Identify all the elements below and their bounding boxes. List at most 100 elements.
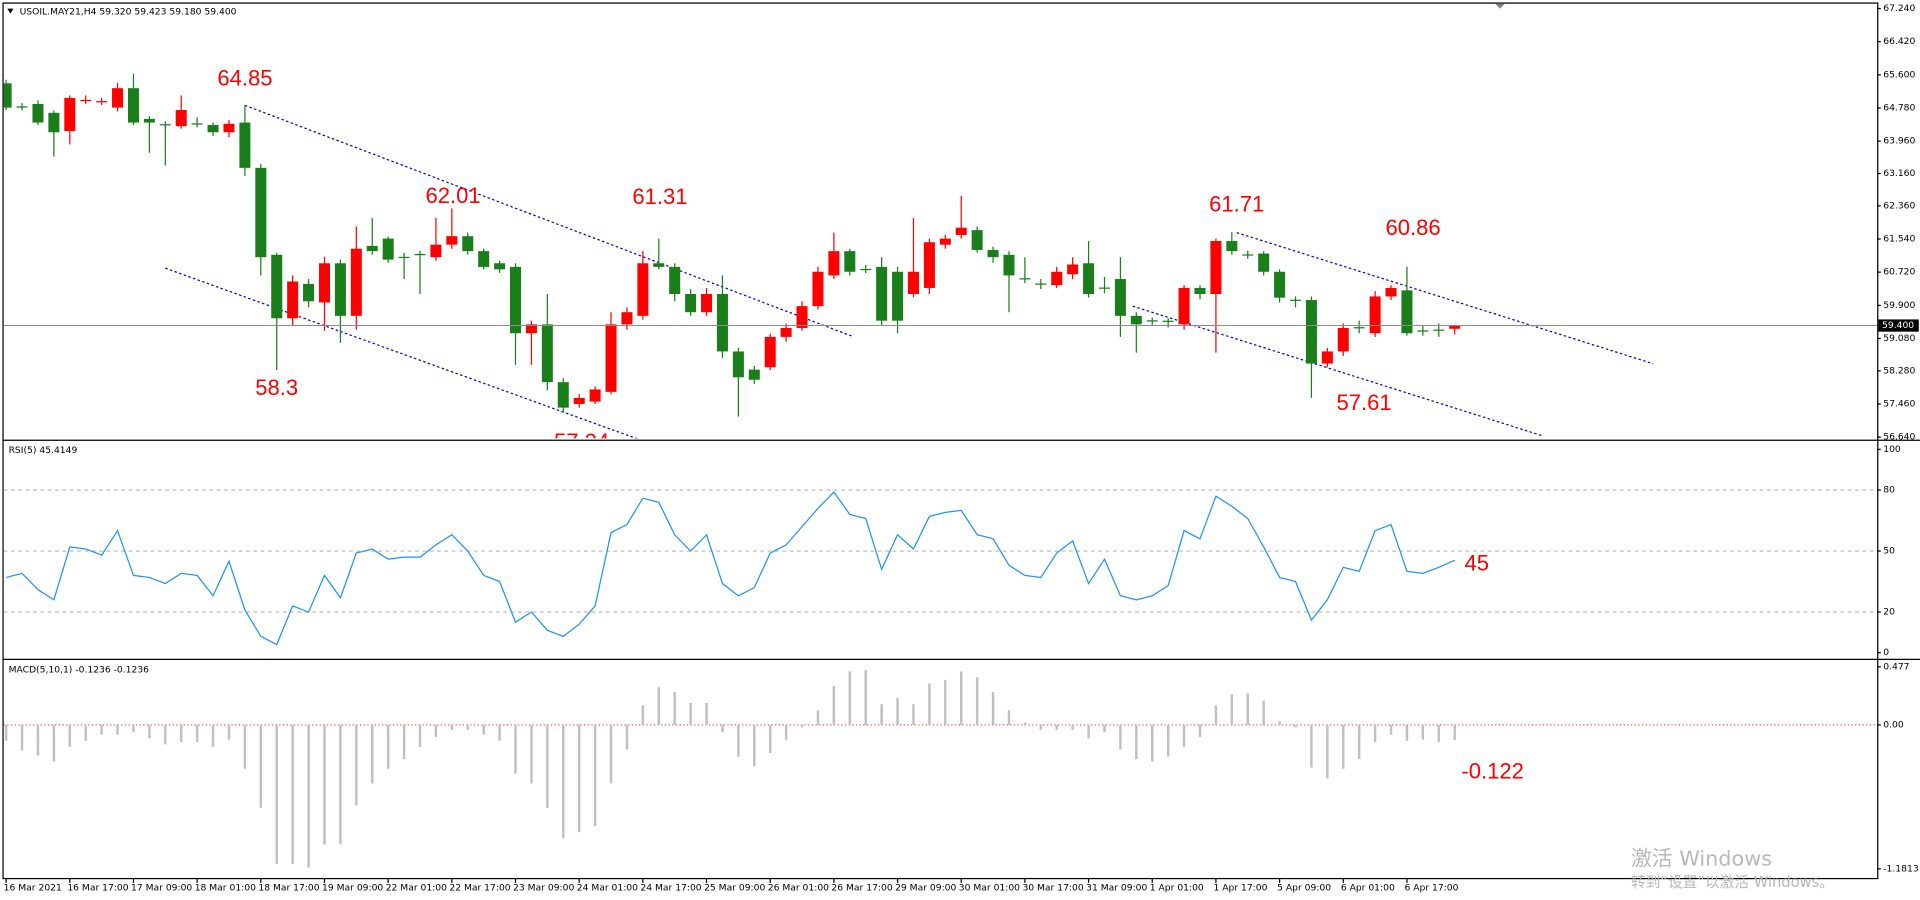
macd-bar: [339, 724, 342, 845]
candle-body: [1019, 278, 1031, 280]
pane-plot: 45: [3, 489, 1878, 646]
macd-bar: [116, 724, 119, 735]
macd-bar: [546, 724, 549, 808]
candle-body: [80, 99, 92, 102]
candle-body: [1290, 299, 1302, 301]
macd-bar: [928, 683, 931, 725]
candle-body: [287, 281, 299, 319]
candle-body: [382, 238, 394, 260]
rsi-line: [5, 491, 1455, 646]
last-price-label: 59.400: [1882, 320, 1914, 331]
macd-bar: [1437, 724, 1440, 742]
x-tick-label: 6 Apr 01:00: [1341, 882, 1395, 893]
watermark: 激活 Windows: [1631, 847, 1772, 871]
macd-bar: [514, 724, 517, 774]
candle-body: [1417, 330, 1429, 332]
x-tick-label: 29 Mar 09:00: [895, 882, 956, 893]
candle-body: [271, 254, 283, 319]
macd-bar: [1151, 724, 1154, 762]
candle-body: [1130, 315, 1142, 325]
annotation: 61.31: [632, 184, 687, 209]
annotation: 58.3: [255, 375, 298, 400]
macd-bar: [20, 724, 24, 751]
candle-body: [796, 306, 808, 328]
x-tick-label: 1 Apr 01:00: [1150, 882, 1204, 893]
x-tick-label: 18 Mar 17:00: [258, 882, 319, 893]
candle-body: [414, 253, 426, 256]
candle-body: [637, 263, 649, 316]
annotation: 61.71: [1209, 192, 1264, 217]
macd-bar: [562, 724, 565, 839]
annotation: 60.86: [1385, 215, 1440, 240]
macd-bar: [721, 724, 724, 733]
y-tick-label: 67.240: [1883, 3, 1915, 14]
candle-body: [64, 97, 76, 132]
y-tick-label: 63.960: [1883, 136, 1915, 147]
macd-bar: [657, 687, 660, 725]
macd-bar: [450, 724, 454, 730]
macd-bar: [100, 724, 103, 735]
candle-body: [16, 106, 28, 108]
candle-body: [589, 389, 601, 402]
candle-body: [1353, 327, 1365, 329]
macd-bar: [609, 724, 613, 784]
candle-body: [398, 256, 410, 259]
macd-bar: [1310, 724, 1313, 768]
candle-body: [716, 294, 728, 352]
macd-bar: [975, 677, 979, 725]
y-tick-label: 60.720: [1883, 267, 1915, 278]
macd-bar: [1119, 724, 1122, 750]
macd-bar: [1023, 722, 1027, 725]
macd-bar: [482, 724, 485, 735]
macd-bar: [689, 703, 692, 725]
candle-body: [334, 263, 346, 316]
candle-body: [732, 351, 744, 378]
macd-bar: [530, 724, 533, 784]
annotation: -0.122: [1461, 758, 1523, 783]
macd-bar: [1326, 724, 1329, 779]
macd-bar: [211, 724, 215, 747]
x-tick-label: 18 Mar 01:00: [195, 882, 256, 893]
candle-body: [1194, 287, 1206, 295]
macd-bar: [1103, 724, 1106, 733]
x-tick-label: 26 Mar 17:00: [831, 882, 892, 893]
candle-body: [1051, 271, 1063, 286]
macd-bar: [132, 724, 135, 733]
candle-body: [510, 266, 522, 334]
candle-body: [1337, 327, 1349, 352]
rsi-title: RSI(5) 45.4149: [9, 445, 78, 456]
x-tick-label: 16 Mar 17:00: [67, 882, 128, 893]
macd-bar: [960, 671, 963, 725]
candle-body: [446, 236, 458, 245]
candle-body: [112, 88, 124, 108]
candle-body: [494, 263, 506, 270]
candle-body: [478, 251, 490, 267]
macd-bar: [355, 724, 358, 806]
y-tick-label: 65.600: [1883, 69, 1915, 80]
macd-bar: [259, 724, 263, 808]
macd-bar: [1278, 721, 1281, 725]
candle-body: [748, 369, 760, 380]
candle-body: [557, 382, 569, 408]
candle-body: [1098, 287, 1110, 289]
x-tick-label: 5 Apr 09:00: [1277, 882, 1331, 893]
y-tick-label: 20: [1883, 607, 1895, 618]
macd-bar: [673, 692, 676, 725]
candle-body: [1258, 253, 1270, 272]
macd-bar: [1246, 693, 1249, 725]
trend-line: [244, 104, 854, 338]
candle-body: [430, 244, 442, 258]
macd-bar: [466, 724, 469, 730]
symbol-menu-arrow[interactable]: [7, 8, 14, 14]
candle-body: [1449, 325, 1461, 329]
macd-bar: [625, 724, 629, 750]
macd-bar: [784, 724, 788, 740]
macd-bar: [816, 710, 820, 725]
macd-bar: [386, 724, 390, 769]
macd-bar: [418, 724, 422, 747]
candle-body: [1035, 283, 1047, 285]
y-tick-label: 66.420: [1883, 36, 1915, 47]
x-tick-label: 17 Mar 09:00: [131, 882, 192, 893]
